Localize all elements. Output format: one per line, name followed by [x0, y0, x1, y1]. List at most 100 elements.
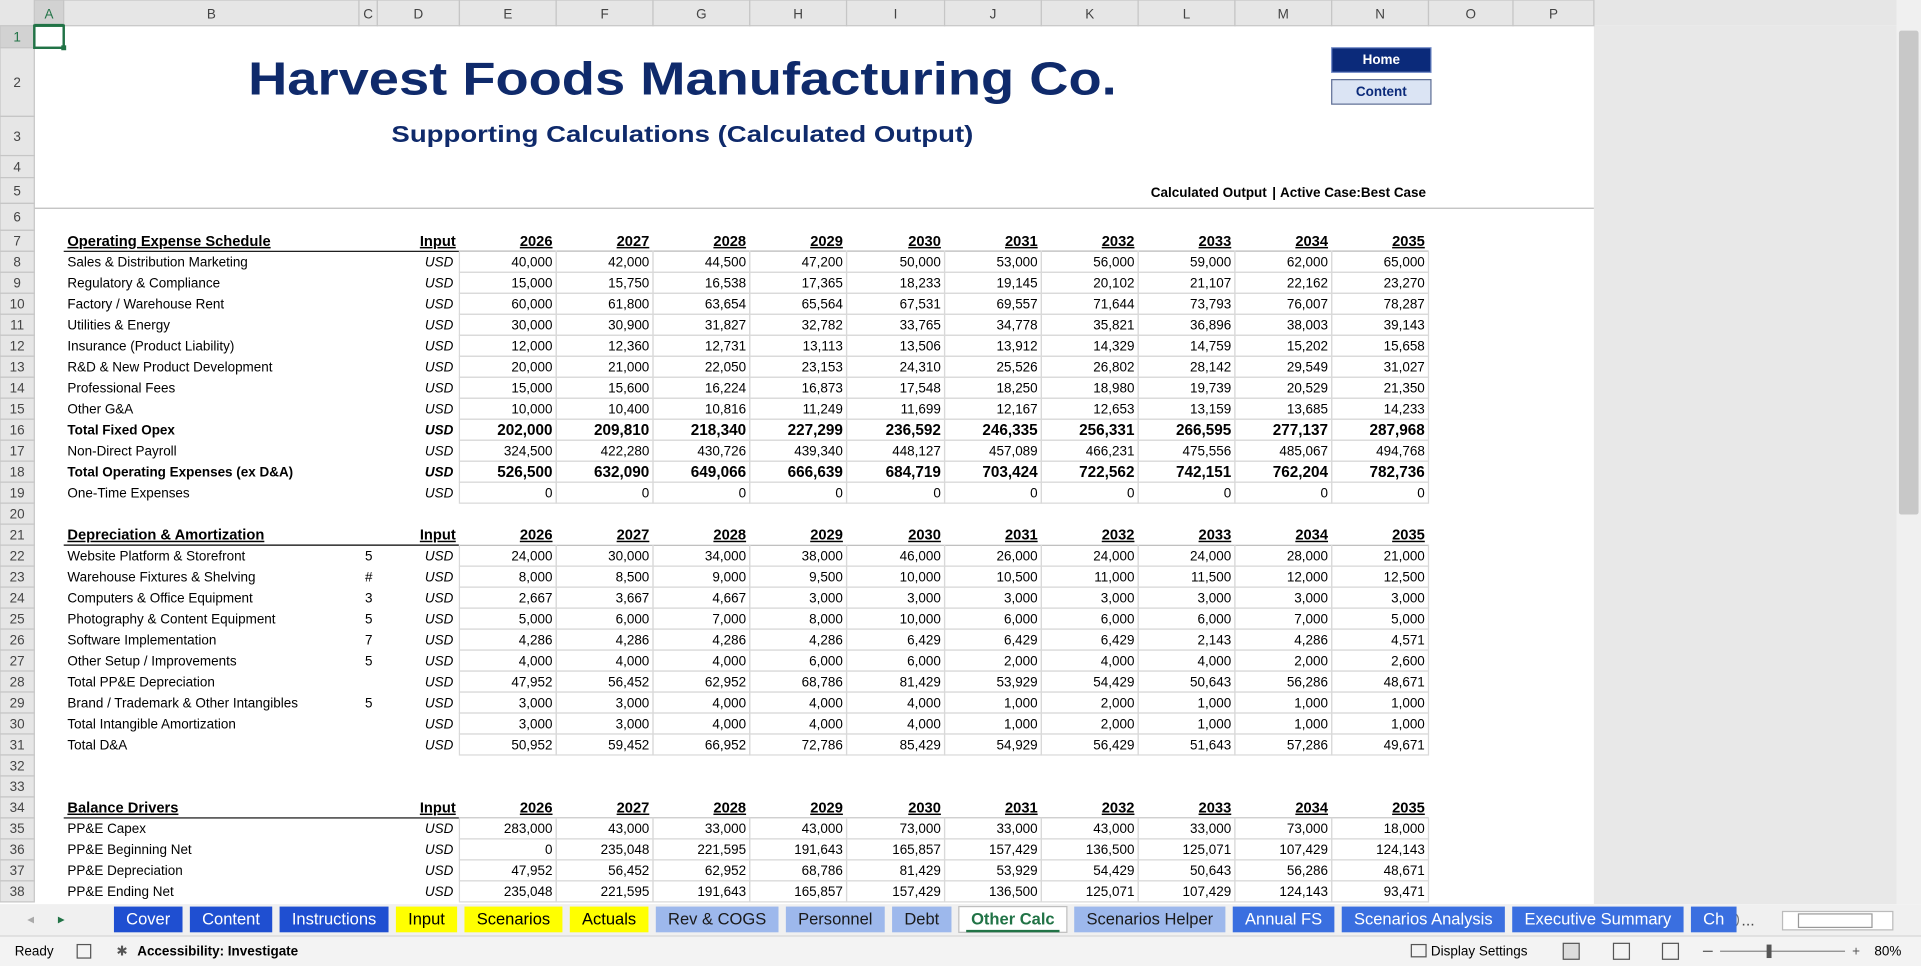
cell-value[interactable]: 2,143 — [1198, 632, 1232, 647]
column-letter[interactable]: N — [1375, 6, 1385, 21]
cell-value[interactable]: 8,000 — [519, 569, 553, 584]
cell-value[interactable]: 4,286 — [712, 632, 746, 647]
cell-value[interactable]: 227,299 — [788, 422, 843, 439]
accessibility-status[interactable]: Accessibility: Investigate — [137, 943, 298, 958]
cell-value[interactable]: 4,000 — [809, 695, 843, 710]
cell-value[interactable]: 14,759 — [1190, 339, 1231, 354]
cell-value[interactable]: 57,286 — [1287, 737, 1328, 752]
row-number[interactable]: 9 — [13, 276, 20, 291]
row-label[interactable]: Regulatory & Compliance — [67, 276, 220, 291]
display-settings[interactable]: Display Settings — [1431, 943, 1528, 958]
cell-value[interactable]: 0 — [1030, 485, 1037, 500]
row-label[interactable]: Photography & Content Equipment — [67, 611, 275, 626]
useful-life[interactable]: # — [365, 569, 373, 584]
row-label[interactable]: Other G&A — [67, 401, 133, 416]
cell-value[interactable]: 4,000 — [1198, 653, 1232, 668]
cell-value[interactable]: 7,000 — [712, 611, 746, 626]
cell-value[interactable]: 125,071 — [1086, 884, 1135, 899]
page-break-view[interactable] — [1661, 942, 1680, 960]
normal-view[interactable] — [1562, 942, 1580, 960]
cell-value[interactable]: 703,424 — [982, 464, 1038, 481]
cell-value[interactable]: 21,107 — [1190, 276, 1231, 291]
cell-value[interactable]: 67,531 — [900, 297, 941, 312]
cell-value[interactable]: 34,778 — [996, 318, 1037, 333]
sheet-tab-label[interactable]: Actuals — [582, 909, 636, 928]
row-header[interactable] — [0, 177, 35, 204]
unit[interactable]: USD — [425, 632, 454, 647]
cell-value[interactable]: 39,143 — [1384, 318, 1425, 333]
cell-value[interactable]: 4,000 — [519, 653, 553, 668]
row-number[interactable]: 12 — [10, 339, 25, 354]
cell-value[interactable]: 235,048 — [601, 842, 650, 857]
cell-value[interactable]: 3,000 — [1004, 590, 1038, 605]
unit[interactable]: USD — [425, 401, 454, 416]
cell-value[interactable]: 191,643 — [697, 884, 746, 899]
row-number[interactable]: 38 — [10, 884, 25, 899]
cell-value[interactable]: 107,429 — [1279, 842, 1328, 857]
column-header[interactable] — [1234, 0, 1333, 27]
tab-scroll-left[interactable]: ◂ — [27, 912, 34, 927]
cell-value[interactable]: 23,153 — [802, 360, 843, 375]
sheet-tab[interactable] — [1512, 906, 1684, 933]
cell-value[interactable]: 6,429 — [1004, 632, 1038, 647]
cell-value[interactable]: 24,000 — [1093, 548, 1134, 563]
cell-value[interactable]: 53,929 — [996, 863, 1037, 878]
sheet-tab-label[interactable]: Instructions — [292, 909, 376, 928]
cell-value[interactable]: 439,340 — [794, 443, 843, 458]
cell-value[interactable]: 32,782 — [802, 318, 843, 333]
sheet-tab-label[interactable]: Rev & COGS — [668, 909, 766, 928]
cell-value[interactable]: 73,000 — [900, 821, 941, 836]
sheet-tab[interactable] — [1232, 906, 1335, 933]
row-number[interactable]: 33 — [10, 779, 25, 794]
sheet-tab[interactable] — [892, 906, 952, 933]
cell-value[interactable]: 33,000 — [1190, 821, 1231, 836]
row-number[interactable]: 4 — [13, 159, 21, 174]
cell-value[interactable]: 1,000 — [1198, 695, 1232, 710]
cell-value[interactable]: 4,000 — [1101, 653, 1135, 668]
cell-value[interactable]: 33,000 — [996, 821, 1037, 836]
row-label[interactable]: Other Setup / Improvements — [67, 653, 236, 668]
cell-value[interactable]: 3,000 — [616, 695, 650, 710]
row-number[interactable]: 36 — [10, 842, 25, 857]
cell-value[interactable]: 277,137 — [1273, 422, 1328, 439]
sheet-tab-label[interactable]: Debt — [904, 909, 939, 928]
cell-value[interactable]: 666,639 — [788, 464, 843, 481]
row-number[interactable]: 14 — [10, 381, 25, 396]
sheet-tab-label[interactable]: Executive Summary — [1524, 909, 1672, 928]
cell-value[interactable]: 0 — [545, 485, 553, 500]
cell-value[interactable]: 18,233 — [900, 276, 941, 291]
cell-value[interactable]: 81,429 — [900, 674, 941, 689]
useful-life[interactable]: 3 — [365, 590, 373, 605]
row-number[interactable]: 13 — [10, 360, 25, 375]
cell-value[interactable]: 68,786 — [802, 674, 843, 689]
cell-value[interactable]: 16,538 — [705, 276, 746, 291]
unit[interactable]: USD — [425, 821, 454, 836]
row-number[interactable]: 2 — [13, 75, 20, 90]
cell-value[interactable]: 21,350 — [1384, 381, 1425, 396]
cell-value[interactable]: 0 — [1127, 485, 1134, 500]
cell-value[interactable]: 60,000 — [511, 297, 552, 312]
column-header[interactable] — [943, 0, 1042, 27]
cell-value[interactable]: 20,102 — [1093, 276, 1134, 291]
cell-value[interactable]: 10,000 — [900, 569, 941, 584]
cell-value[interactable]: 157,429 — [989, 842, 1038, 857]
column-header[interactable] — [1040, 0, 1139, 27]
cell-value[interactable]: 73,793 — [1190, 297, 1231, 312]
cell-value[interactable]: 19,739 — [1190, 381, 1231, 396]
row-number[interactable]: 28 — [10, 674, 25, 689]
cell-value[interactable]: 3,000 — [1101, 590, 1135, 605]
cell-value[interactable]: 10,400 — [608, 401, 649, 416]
cell-value[interactable]: 15,750 — [608, 276, 649, 291]
sheet-tab[interactable] — [395, 906, 458, 933]
cell-value[interactable]: 12,000 — [1287, 569, 1328, 584]
row-label[interactable]: Professional Fees — [67, 381, 175, 396]
cell-value[interactable]: 1,000 — [1391, 695, 1425, 710]
sheet-tab-label[interactable]: Annual FS — [1245, 909, 1322, 928]
cell-value[interactable]: 62,952 — [705, 674, 746, 689]
cell-value[interactable]: 0 — [642, 485, 650, 500]
row-number[interactable]: 23 — [10, 569, 25, 584]
cell-value[interactable]: 56,452 — [608, 863, 649, 878]
cell-value[interactable]: 28,000 — [1287, 548, 1328, 563]
cell-value[interactable]: 11,699 — [901, 401, 941, 416]
cell-value[interactable]: 283,000 — [504, 821, 553, 836]
